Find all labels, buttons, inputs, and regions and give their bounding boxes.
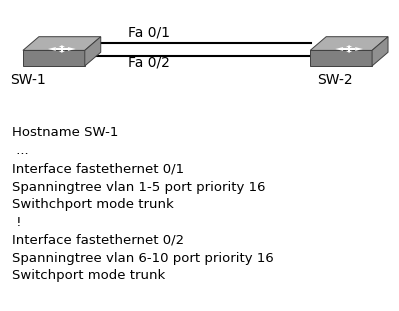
Text: SW-2: SW-2 (317, 73, 353, 87)
Polygon shape (48, 47, 56, 51)
Text: SW-1: SW-1 (10, 73, 46, 87)
FancyBboxPatch shape (61, 47, 63, 51)
FancyBboxPatch shape (348, 47, 350, 51)
Polygon shape (68, 47, 76, 51)
Text: Interface fastethernet 0/2: Interface fastethernet 0/2 (12, 234, 184, 247)
Text: Spanningtree vlan 6-10 port priority 16: Spanningtree vlan 6-10 port priority 16 (12, 252, 274, 265)
Polygon shape (346, 45, 352, 47)
Text: ...: ... (12, 144, 29, 157)
Text: Fa 0/1: Fa 0/1 (128, 26, 170, 40)
Polygon shape (310, 37, 388, 50)
Text: Swithchport mode trunk: Swithchport mode trunk (12, 198, 174, 211)
Polygon shape (23, 50, 85, 66)
Polygon shape (346, 51, 352, 53)
Polygon shape (59, 51, 65, 53)
Text: Fa 0/2: Fa 0/2 (128, 55, 170, 69)
Polygon shape (85, 37, 101, 66)
Polygon shape (310, 50, 372, 66)
Text: Hostname SW-1: Hostname SW-1 (12, 126, 119, 139)
Text: Switchport mode trunk: Switchport mode trunk (12, 269, 165, 282)
FancyBboxPatch shape (56, 48, 68, 50)
Polygon shape (372, 37, 388, 66)
Polygon shape (59, 45, 65, 47)
Text: Interface fastethernet 0/1: Interface fastethernet 0/1 (12, 163, 184, 176)
Polygon shape (23, 37, 101, 50)
FancyBboxPatch shape (343, 48, 355, 50)
Text: !: ! (12, 216, 22, 229)
Text: Spanningtree vlan 1-5 port priority 16: Spanningtree vlan 1-5 port priority 16 (12, 181, 265, 194)
Polygon shape (335, 47, 343, 51)
Polygon shape (355, 47, 363, 51)
